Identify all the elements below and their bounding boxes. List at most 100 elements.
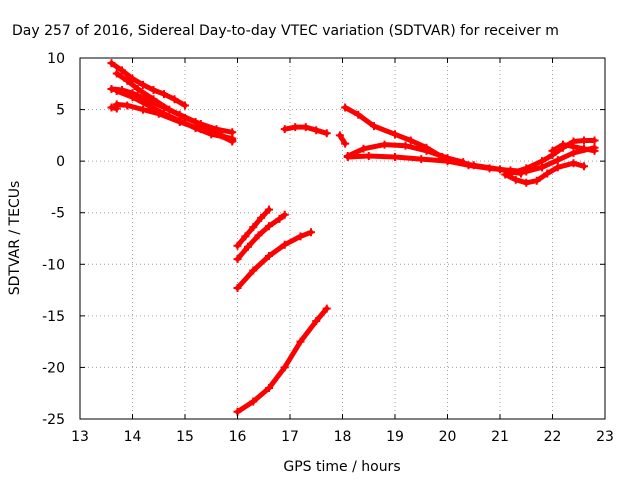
data-point [112,87,121,96]
data-point [265,252,273,261]
data-point [175,117,184,126]
data-point [580,144,588,153]
y-tick-label: -15 [42,309,65,325]
data-series-9 [233,228,315,293]
data-point [580,136,588,145]
data-point [280,240,289,249]
data-point [128,74,137,83]
x-tick-label: 20 [439,429,457,445]
data-point [364,151,373,160]
data-point [244,242,252,251]
data-series-7 [233,205,273,250]
data-point [249,266,258,275]
data-series-3 [112,69,237,137]
data-point [443,157,452,166]
data-point [265,222,273,231]
x-tick-label: 17 [281,429,299,445]
data-series-8 [233,210,289,264]
data-point [249,397,258,406]
data-point [233,284,242,293]
data-point [590,136,599,145]
data-series-11 [280,123,331,138]
x-tick-label: 14 [124,429,142,445]
data-point [522,178,531,187]
x-tick-label: 18 [334,429,352,445]
data-point [569,142,578,151]
data-point [139,80,147,89]
data-point [312,317,321,326]
data-point [160,90,168,99]
data-point [590,146,599,155]
data-point [341,139,350,148]
data-series-group [107,59,599,416]
data-point [233,241,242,250]
axis-ticks [79,57,606,420]
data-point [107,84,116,93]
data-point [296,337,305,346]
data-point [144,101,153,110]
chart-title: Day 257 of 2016, Sidereal Day-to-day VTE… [12,23,559,39]
data-point [569,159,578,168]
y-tick-labels: 10 5 0 -5 -10 -15 -20 -25 [42,51,65,428]
data-point [112,69,121,78]
data-point [181,101,189,110]
data-point [149,95,158,104]
data-point [322,129,331,138]
data-point [548,146,557,155]
data-point [422,146,431,155]
data-point [522,164,531,173]
data-point [107,103,116,112]
data-series-6 [112,100,237,145]
data-series-12 [335,131,350,148]
data-point [291,123,300,132]
data-series-10 [233,304,331,416]
data-point [139,105,147,114]
data-point [506,169,515,178]
data-point [123,76,132,85]
x-tick-label: 16 [229,429,247,445]
data-point [370,122,378,131]
x-tick-label: 22 [544,429,562,445]
x-axis-label: GPS time / hours [283,459,400,475]
data-point [196,125,205,134]
data-point [335,131,344,140]
data-point [501,170,510,179]
y-tick-label: -5 [51,206,65,222]
x-tick-label: 19 [386,429,404,445]
x-tick-labels: 13 14 15 16 17 18 19 20 21 22 23 [71,429,614,445]
data-point [406,136,415,145]
data-point [301,123,310,132]
y-tick-label: 5 [56,103,65,119]
data-point [580,162,588,171]
data-point [181,113,189,122]
data-point [165,105,174,114]
y-tick-label: 10 [47,51,65,67]
data-point [118,66,126,75]
data-point [343,151,352,160]
data-point [307,228,315,237]
data-point [233,255,242,264]
data-point [280,125,289,134]
data-point [265,384,273,393]
y-tick-label: -25 [42,412,65,428]
y-tick-label: 0 [56,154,65,170]
data-point [543,169,552,178]
data-point [149,85,158,94]
data-point [133,84,142,93]
data-point [170,95,179,104]
data-point [265,205,273,214]
data-series-1 [107,59,189,110]
data-point [275,214,284,223]
data-point [391,153,399,162]
data-point [380,140,389,149]
data-point [538,157,546,166]
data-point [532,176,541,185]
data-point [254,231,263,240]
x-tick-label: 21 [491,429,509,445]
y-tick-label: -20 [42,360,65,376]
data-point [464,161,473,170]
y-axis-label: SDTVAR / TECUs [7,181,23,296]
data-point [154,109,163,118]
data-point [107,59,116,68]
